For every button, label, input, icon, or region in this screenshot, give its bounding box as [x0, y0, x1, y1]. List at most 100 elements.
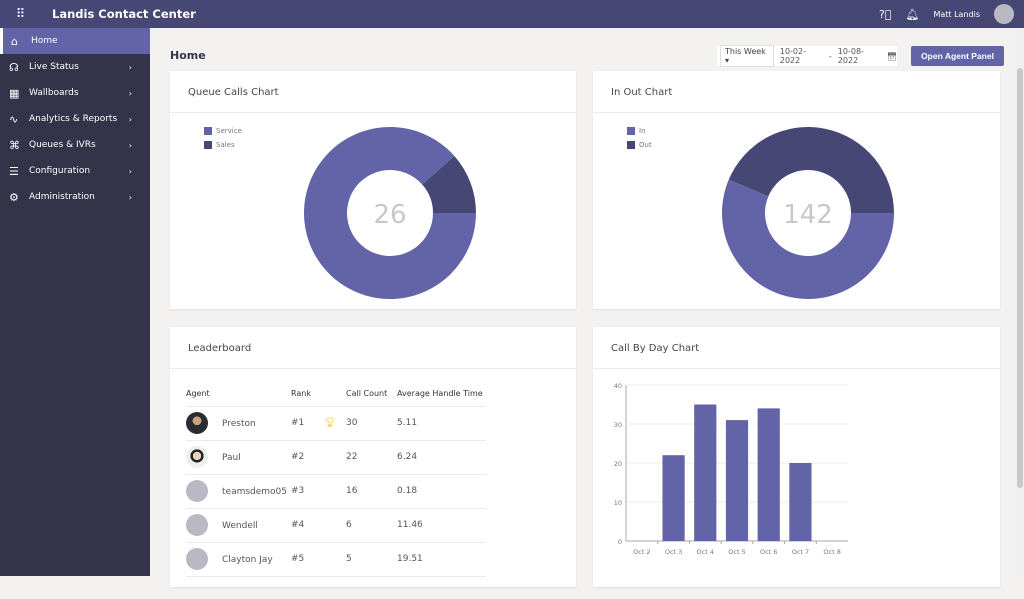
range-select[interactable]: This Week ▾ — [720, 45, 774, 67]
app-launcher-icon[interactable]: ⠿ — [15, 6, 26, 22]
leaderboard-card: Leaderboard Agent Rank Call Count Averag… — [170, 327, 576, 587]
rank: #5 — [291, 554, 305, 564]
call-count: 22 — [346, 440, 397, 475]
bar[interactable] — [757, 408, 780, 541]
sidebar-item-configuration[interactable]: ☰ Configuration › — [0, 158, 150, 184]
queue-calls-card: Queue Calls Chart Service Sales 26 — [170, 71, 576, 309]
donut-slice-in[interactable] — [722, 179, 894, 299]
table-row[interactable]: teamsdemo05 #3 16 0.18 — [186, 474, 486, 509]
sidebar-item-analytics[interactable]: ∿ Analytics & Reports › — [0, 106, 150, 132]
bar[interactable] — [662, 455, 685, 541]
sidebar-item-wallboards[interactable]: ▦ Wallboards › — [0, 80, 150, 106]
rank-cell: #1 🏆︎ — [291, 406, 346, 441]
avatar — [186, 446, 208, 468]
app-title: Landis Contact Center — [52, 7, 196, 21]
open-agent-panel-button[interactable]: Open Agent Panel — [911, 46, 1004, 66]
table-row[interactable]: Preston #1 🏆︎ 30 5.11 — [186, 406, 486, 441]
calendar-icon[interactable]: 📅︎ — [886, 51, 897, 61]
col-rank: Rank — [291, 381, 346, 407]
legend-label: Out — [639, 141, 652, 149]
card-title: Call By Day Chart — [593, 327, 1000, 369]
avatar — [186, 412, 208, 434]
call-count: 30 — [346, 406, 397, 441]
y-tick-label: 30 — [614, 421, 622, 429]
bar[interactable] — [789, 463, 812, 541]
scrollbar-thumb[interactable] — [1017, 68, 1023, 488]
table-header: Agent Rank Call Count Average Handle Tim… — [186, 381, 486, 407]
chevron-right-icon: › — [128, 140, 132, 150]
donut-chart: 26 — [304, 127, 476, 300]
call-count: 16 — [346, 474, 397, 509]
col-call-count: Call Count — [346, 381, 397, 407]
avatar[interactable] — [994, 4, 1014, 24]
y-tick-label: 20 — [614, 460, 622, 468]
legend-label: Service — [216, 127, 242, 135]
sidebar-item-label: Wallboards — [29, 88, 79, 98]
aht: 19.51 — [397, 542, 486, 577]
sidebar-item-label: Analytics & Reports — [29, 114, 118, 124]
legend-item[interactable]: Out — [627, 141, 652, 149]
chevron-right-icon: › — [128, 114, 132, 124]
gear-icon: ⚙ — [9, 190, 19, 204]
call-by-day-card: Call By Day Chart 0 10 20 30 40 Oct 2 Oct 3 Oct… — [593, 327, 1000, 587]
user-name[interactable]: Matt Landis — [933, 9, 980, 19]
headset-icon: ☊ — [9, 60, 19, 74]
pulse-icon: ∿ — [9, 112, 19, 126]
agent-cell: Wendell — [186, 508, 291, 543]
x-tick-label: Oct 3 — [665, 548, 682, 556]
sidebar-item-administration[interactable]: ⚙ Administration › — [0, 184, 150, 210]
page-title: Home — [170, 49, 206, 62]
bar-chart: 0 10 20 30 40 Oct 2 Oct 3 Oct 4 Oct 5 Oct 6 Oct 7 O… — [614, 382, 848, 556]
legend-item[interactable]: Sales — [204, 141, 242, 149]
card-title: In Out Chart — [593, 71, 1000, 113]
x-tick-label: Oct 5 — [728, 548, 745, 556]
call-count: 6 — [346, 508, 397, 543]
table-row[interactable]: Clayton Jay #5 5 19.51 — [186, 542, 486, 577]
legend-item[interactable]: Service — [204, 127, 242, 135]
date-from[interactable]: 10-02-2022 — [779, 47, 806, 65]
agent-cell: Preston — [186, 406, 291, 441]
legend-label: Sales — [216, 141, 235, 149]
top-bar: ⠿ Landis Contact Center ?⃝ 🔔︎ Matt Landi… — [0, 0, 1024, 28]
legend: Service Sales — [204, 127, 242, 155]
donut-slice-out[interactable] — [728, 126, 894, 213]
x-tick-label: Oct 6 — [760, 548, 777, 556]
agent-cell: Paul — [186, 440, 291, 475]
legend-item[interactable]: In — [627, 127, 652, 135]
bar[interactable] — [725, 420, 749, 541]
main-content: Home This Week ▾ 10-02-2022 - 10-08-2022… — [150, 28, 1016, 587]
hierarchy-icon: ⌘ — [9, 138, 20, 152]
chevron-right-icon: › — [128, 88, 132, 98]
bell-icon[interactable]: 🔔︎ — [905, 7, 920, 21]
legend: In Out — [627, 127, 652, 155]
table-row[interactable]: Paul #2 22 6.24 — [186, 440, 486, 475]
donut-slice-service[interactable] — [304, 127, 476, 300]
help-icon[interactable]: ?⃝ — [879, 7, 892, 21]
avatar — [186, 480, 208, 502]
sidebar-item-live-status[interactable]: ☊ Live Status › — [0, 54, 150, 80]
x-tick-label: Oct 7 — [792, 548, 809, 556]
in-out-card: In Out Chart In Out 142 — [593, 71, 1000, 309]
chevron-right-icon: › — [128, 62, 132, 72]
call-count: 5 — [346, 542, 397, 577]
date-to[interactable]: 10-08-2022 — [837, 47, 864, 65]
avatar — [186, 548, 208, 570]
rank-cell: #4 — [291, 508, 346, 543]
col-agent: Agent — [186, 381, 291, 407]
agent-cell: teamsdemo05 — [186, 474, 291, 509]
grid-icon: ▦ — [9, 86, 20, 100]
donut-slice-sales[interactable] — [422, 155, 476, 213]
sidebar-item-queues[interactable]: ⌘ Queues & IVRs › — [0, 132, 150, 158]
bar[interactable] — [694, 404, 717, 542]
avatar — [186, 514, 208, 536]
agent-name: teamsdemo05 — [222, 486, 288, 497]
x-tick-label: Oct 4 — [697, 548, 714, 556]
table-row[interactable]: Wendell #4 6 11.46 — [186, 508, 486, 543]
sidebar-item-label: Configuration — [29, 166, 91, 176]
legend-label: In — [639, 127, 646, 135]
sidebar-item-home[interactable]: ⌂ Home — [0, 28, 150, 54]
leaderboard-table: Agent Rank Call Count Average Handle Tim… — [186, 381, 486, 577]
sidebar-item-label: Queues & IVRs — [29, 140, 96, 150]
scrollbar[interactable] — [1016, 28, 1024, 576]
chevron-right-icon: › — [128, 192, 132, 202]
